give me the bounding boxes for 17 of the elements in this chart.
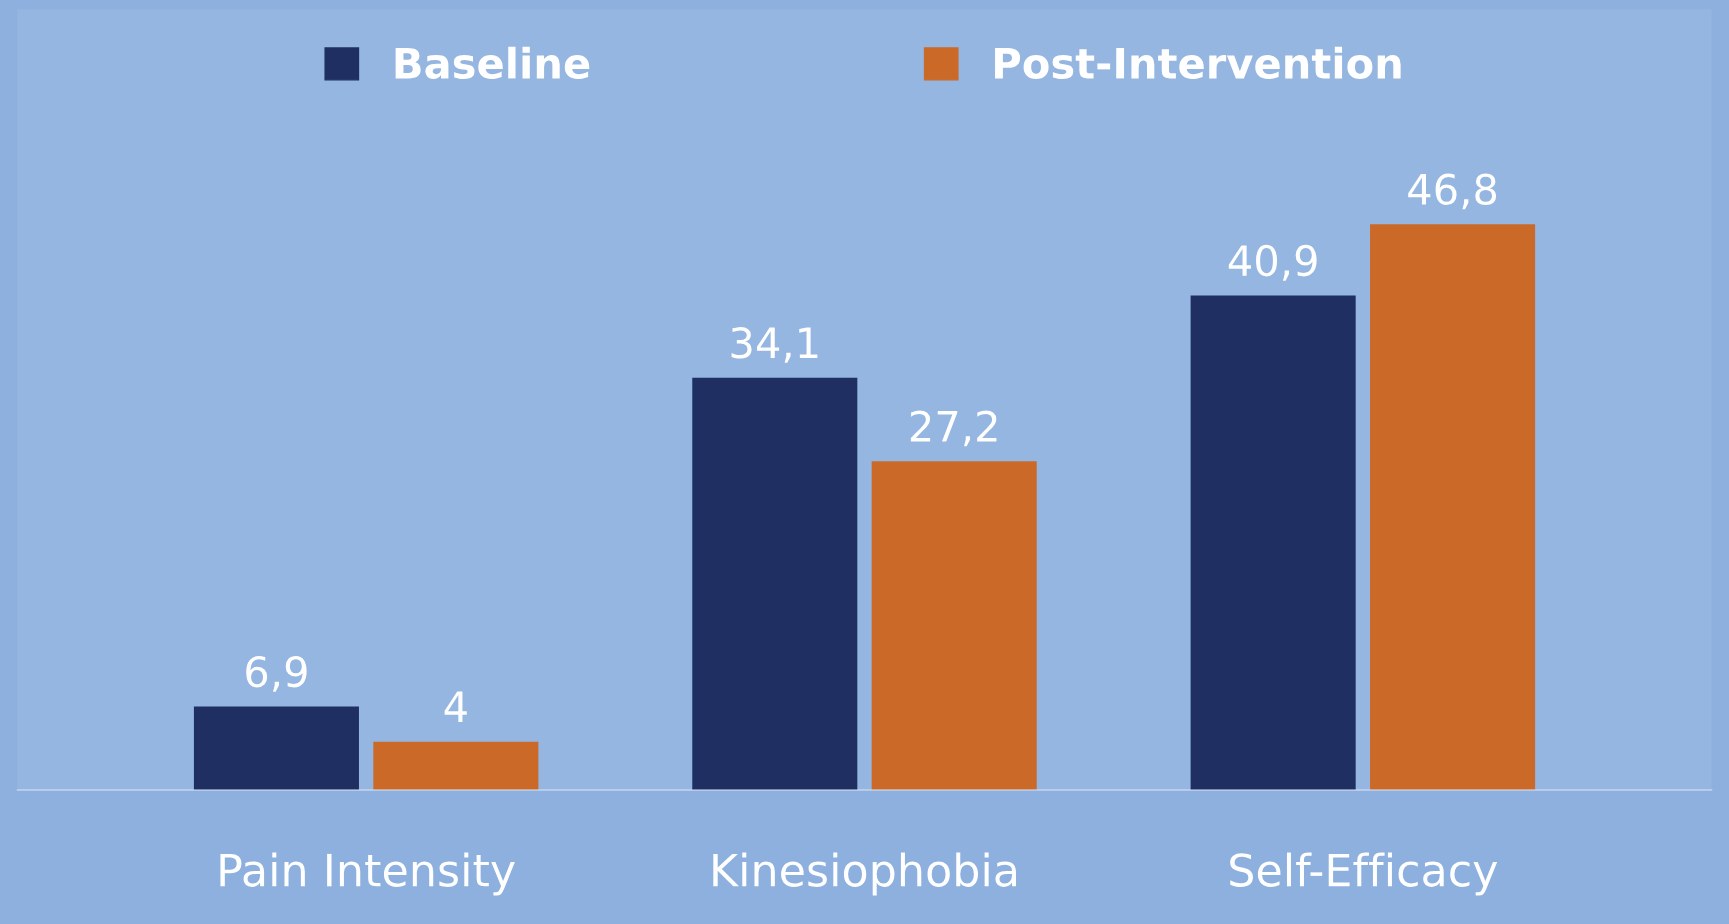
data-label: 46,8	[1408, 173, 1497, 210]
x-tick-label: Kinesiophobia	[713, 852, 1016, 896]
x-tick-label: Pain Intensity	[220, 852, 515, 896]
data-label: 40,9	[1228, 244, 1317, 281]
legend-label: Baseline	[395, 46, 590, 79]
bar	[373, 741, 539, 791]
data-label: 6,9	[246, 655, 307, 692]
bar	[1190, 295, 1356, 791]
bar	[871, 461, 1037, 791]
x-tick-label: Self-Efficacy	[1230, 852, 1498, 896]
data-label: 34,1	[731, 327, 818, 363]
data-label: 4	[444, 691, 467, 722]
bar	[1370, 224, 1536, 791]
bar	[692, 377, 858, 791]
legend-label: Post-Intervention	[995, 46, 1401, 79]
bar	[193, 706, 359, 791]
data-label: 27,2	[910, 410, 997, 447]
